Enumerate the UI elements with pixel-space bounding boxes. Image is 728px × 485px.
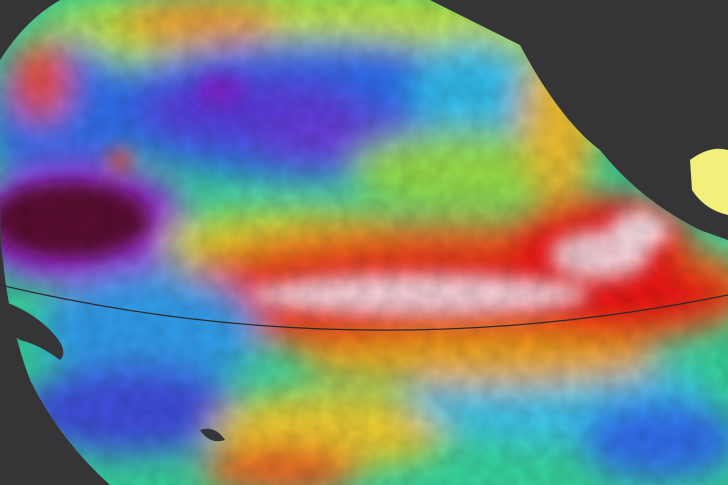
north-america [430, 0, 728, 240]
gulf-patch [690, 148, 728, 215]
island [200, 428, 225, 442]
new-guinea [0, 300, 64, 360]
globe-edge-top-left [0, 0, 60, 60]
equator-line [0, 284, 728, 331]
globe-edge-bottom-left [0, 380, 110, 485]
